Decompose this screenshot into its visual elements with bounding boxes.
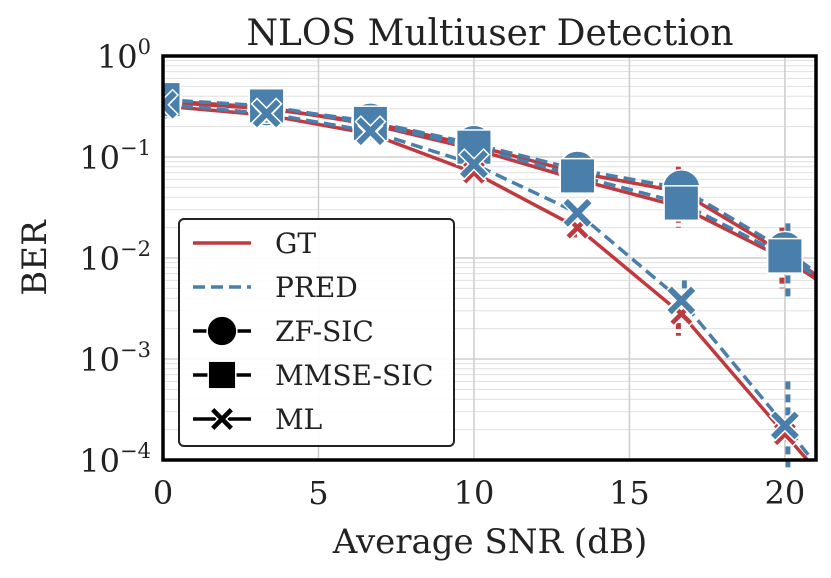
legend-label: MMSE-SIC [275,359,434,392]
plot-frame [161,54,818,462]
x-axis-label: Average SNR (dB) [332,522,647,562]
x-tick-label: 5 [308,474,328,512]
y-tick-label: 10−4 [79,439,151,480]
x-marker [354,115,387,148]
square-marker [663,185,700,222]
y-tick-label: 10−1 [79,136,151,177]
legend-label: ML [275,403,322,436]
series-line-zf-sic-pred [163,99,816,274]
x-tick-label: 10 [454,474,495,512]
x-marker [250,97,283,130]
y-axis-ticks: 100 10−1 10−2 10−3 10−4 [79,35,151,480]
x-axis-ticks: 0 5 10 15 20 [153,474,805,512]
legend-label: PRED [275,271,358,304]
legend-circle-icon [206,315,238,347]
square-marker [766,237,803,274]
legend-x-icon [208,405,236,433]
x-tick-label: 20 [765,474,806,512]
legend-label: ZF-SIC [275,315,374,348]
y-tick-label: 100 [97,35,151,76]
series-line-ml-pred [163,102,815,460]
x-marker [457,148,491,181]
legend-square-icon [207,360,237,390]
square-marker [559,157,596,194]
markers [163,81,805,448]
x-marker [561,196,594,229]
y-axis-label: BER [15,219,55,296]
legend: GT PRED ZF-SIC MMSE-SIC ML [178,218,455,447]
x-tick-label: 0 [153,474,173,512]
y-tick-label: 10−3 [79,338,151,379]
x-marker [768,409,801,442]
x-tick-label: 15 [609,474,650,512]
chart-title: NLOS Multiuser Detection [246,13,733,54]
x-marker [665,284,698,317]
series-line-mmse-sic-pred [163,97,816,278]
legend-box [178,218,455,447]
x-marker [163,88,180,121]
legend-label: GT [275,227,316,260]
y-tick-label: 10−2 [79,237,151,278]
